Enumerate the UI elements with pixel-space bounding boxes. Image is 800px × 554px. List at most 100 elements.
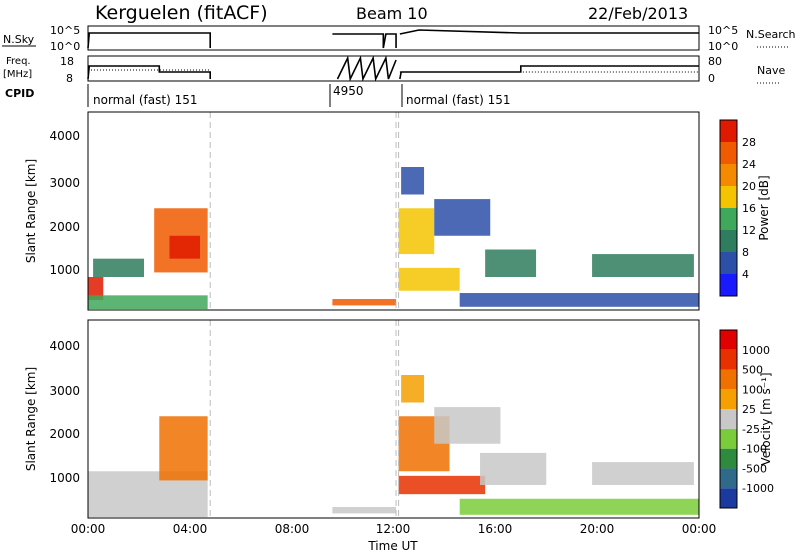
power-colorbar-ticks: 4 8 12 16 20 24 28 [742,136,756,281]
power-colorbar-cell [720,186,737,208]
freq-label-line2: [MHz] [3,69,32,80]
power-patch [401,167,425,195]
nsearch-tick-top: 10^5 [708,24,738,37]
nsky-tick-bottom: 10^0 [50,40,80,53]
station-title: Kerguelen (fitACF) [95,2,268,24]
power-colorbar: 4 8 12 16 20 24 28 Power [dB] [719,119,771,297]
velocity-colorbar-tick: 1000 [742,344,770,357]
nave-label: Nave [757,64,785,77]
velocity-colorbar-tick: 500 [742,364,763,377]
velocity-colorbar-cell [720,330,737,350]
power-colorbar-tick: 8 [742,246,749,259]
velocity-colorbar-tick: -500 [742,462,767,475]
velocity-colorbar-cell [720,369,737,390]
power-patch [459,293,699,307]
power-patch [93,258,145,277]
freq-tick-bottom: 8 [66,72,73,85]
power-ytick-4000: 4000 [49,129,80,143]
xtick-2000: 20:00 [580,522,615,536]
velocity-colorbar-cell [720,428,737,449]
nsky-panel: N.Sky 10^5 10^0 10^5 10^0 N.Search [2,24,796,53]
power-colorbar-cell [720,120,737,142]
power-patch [398,208,435,255]
velocity-yticks: 1000 2000 3000 4000 [49,339,80,485]
power-colorbar-tick: 16 [742,202,756,215]
freq-panel: Freq. [MHz] 18 8 80 0 Nave [3,55,785,85]
velocity-colorbar-tick: -100 [742,443,767,456]
power-colorbar-cell [720,208,737,230]
date-title: 22/Feb/2013 [588,4,688,23]
xtick-0800: 08:00 [275,522,310,536]
power-ytick-3000: 3000 [49,176,80,190]
velocity-colorbar-tick: 25 [742,403,756,416]
power-patch [88,277,104,300]
power-data [88,112,699,310]
power-colorbar-cell [720,252,737,274]
power-colorbar-tick: 20 [742,180,756,193]
freq-label-line1: Freq. [6,56,31,67]
velocity-patch [480,452,547,485]
power-ytick-1000: 1000 [49,263,80,277]
power-colorbar-tick: 4 [742,268,749,281]
velocity-colorbar-tick: -25 [742,423,760,436]
power-colorbar-cell [720,164,737,186]
velocity-ytick-2000: 2000 [49,427,80,441]
xtick-1600: 16:00 [478,522,513,536]
nsky-label: N.Sky [3,33,35,46]
power-colorbar-cells [720,120,737,296]
velocity-patch [401,375,425,403]
velocity-colorbar-cell [720,448,737,469]
nsearch-label: N.Search [746,28,796,41]
x-ticks: 00:00 04:00 08:00 12:00 16:00 20:00 00:0… [71,522,717,536]
power-colorbar-cell [720,274,737,296]
velocity-colorbar-ticks: -1000 -500 -100 -25 25 100 500 1000 [742,344,774,495]
velocity-colorbar: -1000 -500 -100 -25 25 100 500 1000 Velocity [m… [719,329,774,509]
velocity-colorbar-cell [720,488,737,508]
power-ylabel: Slant Range [km] [24,159,38,263]
power-patch [592,254,694,277]
velocity-colorbar-cell [720,409,737,429]
velocity-colorbar-tick: -1000 [742,482,774,495]
velocity-ylabel: Slant Range [km] [24,367,38,471]
cpid-label: CPID [5,87,34,100]
velocity-colorbar-cell [720,349,737,370]
x-axis-label: Time UT [367,539,418,553]
velocity-patch [159,416,208,481]
nave-tick-top: 80 [708,55,722,68]
power-ytick-2000: 2000 [49,220,80,234]
velocity-ytick-3000: 3000 [49,384,80,398]
xtick-1200: 12:00 [376,522,411,536]
power-colorbar-cell [720,230,737,252]
power-patch [434,199,491,236]
power-patch [88,295,208,310]
power-colorbar-tick: 28 [742,136,756,149]
cpid-segment-2: 4950 [333,84,364,98]
nsky-tick-top: 10^5 [50,24,80,37]
velocity-patch [592,462,694,485]
power-patch [332,299,397,306]
velocity-colorbar-label: Velocity [m s⁻¹] [759,372,773,465]
power-patch [169,235,201,259]
velocity-data [88,320,699,518]
cpid-segment-1: normal (fast) 151 [93,93,197,107]
nave-tick-bottom: 0 [708,72,715,85]
xtick-0400: 04:00 [173,522,208,536]
nsky-trace [87,29,699,49]
velocity-ytick-4000: 4000 [49,339,80,353]
velocity-colorbar-cell [720,389,737,410]
power-patch [485,249,537,277]
velocity-panel [87,319,700,519]
velocity-colorbar-cell [720,468,737,489]
power-yticks: 1000 2000 3000 4000 [49,129,80,277]
cpid-row: CPID normal (fast) 151 4950 normal (fast… [5,84,510,107]
freq-tick-top: 18 [60,55,74,68]
nsearch-tick-bottom: 10^0 [708,40,738,53]
power-colorbar-tick: 12 [742,224,756,237]
freq-trace [87,55,699,82]
cpid-segment-3: normal (fast) 151 [406,93,510,107]
power-panel [87,111,700,311]
velocity-ytick-1000: 1000 [49,471,80,485]
velocity-colorbar-tick: 100 [742,383,763,396]
power-colorbar-label: Power [dB] [757,175,771,240]
